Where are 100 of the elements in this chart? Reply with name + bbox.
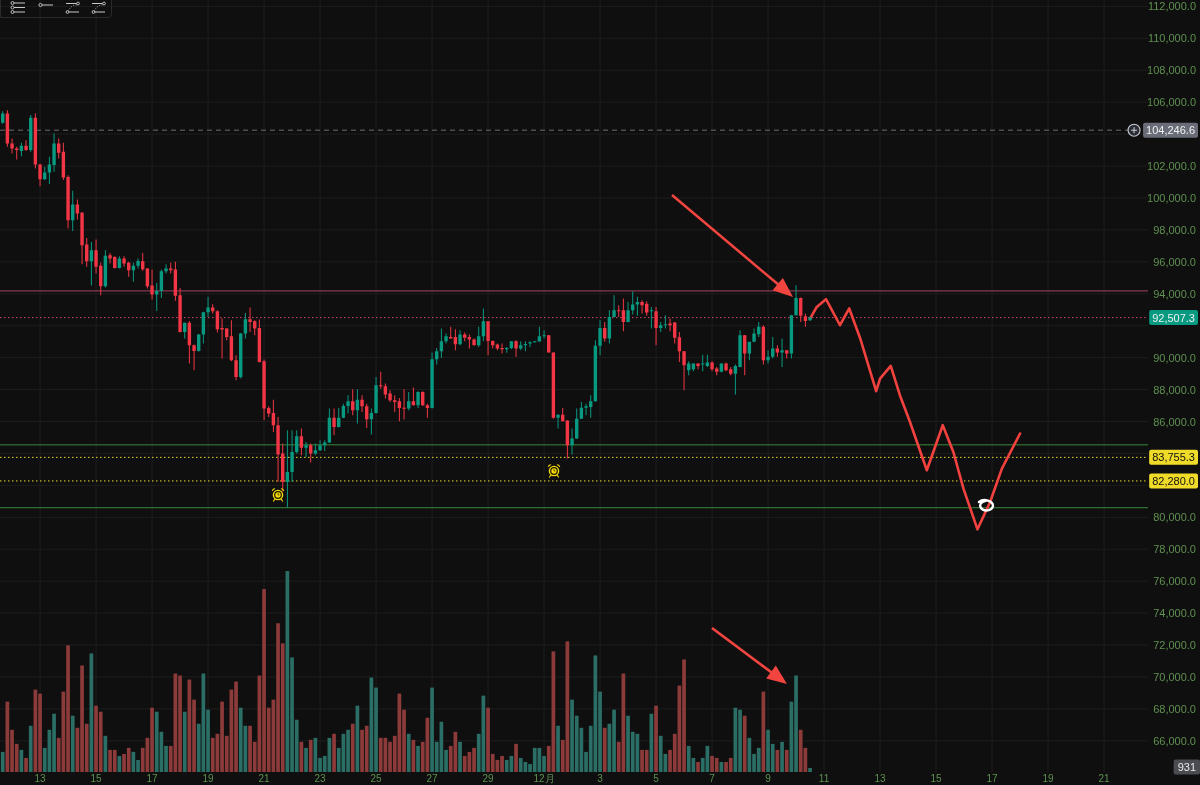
y-tick-label: 94,000.0 — [1153, 287, 1196, 300]
candlestick — [556, 414, 560, 429]
bar — [532, 747, 537, 772]
x-tick-label: 23 — [314, 773, 327, 785]
x-tick-label: 21 — [1098, 773, 1111, 785]
candlestick — [514, 340, 518, 357]
candlestick — [374, 376, 378, 414]
bar — [378, 737, 383, 772]
y-tick-label: 70,000.0 — [1153, 671, 1196, 683]
candlestick — [80, 212, 84, 265]
x-tick-label: 7 — [709, 773, 716, 785]
ref-line-label: 92,507.3 — [1152, 311, 1195, 324]
x-tick-label: 13 — [34, 773, 47, 785]
candlestick — [766, 350, 770, 364]
candlestick — [682, 350, 686, 391]
bar — [364, 725, 369, 772]
bar — [0, 751, 5, 772]
bar — [350, 723, 355, 772]
bar — [304, 747, 308, 772]
bar — [556, 725, 560, 772]
x-tick-label: 19 — [202, 773, 215, 785]
y-tick-label: 106,000.0 — [1147, 96, 1196, 109]
candlestick — [248, 307, 252, 332]
bar — [52, 713, 56, 772]
bar — [500, 755, 504, 772]
bar — [462, 755, 467, 772]
ref-line-label: 83,755.3 — [1152, 451, 1195, 464]
y-tick-label: 74,000.0 — [1153, 607, 1196, 620]
y-tick-label: 72,000.0 — [1153, 639, 1196, 652]
candlestick — [598, 320, 602, 356]
x-tick-label: 17 — [146, 773, 159, 785]
candlestick — [304, 441, 308, 457]
bar — [798, 729, 803, 772]
x-tick-label: 11 — [818, 773, 830, 785]
candlestick — [136, 258, 140, 269]
bar — [612, 709, 616, 772]
bar — [458, 741, 462, 772]
y-tick-label: 68,000.0 — [1153, 702, 1196, 715]
bar — [66, 645, 70, 772]
y-tick-label: 76,000.0 — [1153, 575, 1196, 588]
candlestick — [701, 354, 705, 372]
candlestick — [346, 395, 350, 414]
candlestick — [155, 282, 159, 311]
bar — [728, 757, 733, 772]
y-tick-label: 78,000.0 — [1153, 543, 1196, 556]
bar — [654, 705, 658, 772]
y-tick-label: 96,000.0 — [1153, 255, 1196, 268]
candlestick — [663, 315, 668, 329]
candlestick — [192, 344, 196, 371]
y-tick-label: 80,000.0 — [1153, 511, 1196, 524]
bar — [784, 749, 789, 772]
candlestick — [318, 440, 322, 451]
candlestick — [360, 395, 364, 412]
x-tick-label: 12月 — [533, 773, 555, 785]
candlestick — [570, 428, 574, 455]
bar — [238, 707, 243, 772]
bar — [794, 675, 798, 772]
bar — [182, 711, 187, 772]
candlestick — [528, 341, 532, 347]
y-tick-label: 108,000.0 — [1147, 64, 1196, 77]
bar — [514, 743, 518, 772]
bar — [70, 715, 75, 772]
bar — [658, 735, 663, 772]
x-tick-label: 17 — [986, 773, 999, 785]
bar — [308, 739, 313, 772]
bar — [38, 693, 42, 772]
bar — [518, 757, 523, 772]
bar — [696, 761, 700, 772]
text: 931 — [1177, 761, 1196, 773]
ref-line-label: 104,246.6 — [1146, 124, 1195, 137]
y-tick-label: 112,000.0 — [1147, 0, 1196, 13]
bar — [332, 733, 336, 772]
bar — [602, 727, 607, 772]
x-tick-label: 25 — [370, 773, 383, 785]
bar — [644, 749, 649, 772]
candlestick — [654, 306, 658, 346]
candlestick — [486, 320, 490, 356]
candlestick — [290, 430, 294, 483]
x-tick-label: 13 — [874, 773, 887, 785]
candlestick — [24, 140, 28, 151]
candlestick — [500, 343, 504, 354]
candlestick — [402, 389, 406, 420]
bar — [472, 747, 476, 772]
bar — [686, 745, 691, 772]
candlestick — [393, 395, 397, 412]
y-tick-label: 66,000.0 — [1153, 734, 1196, 747]
candlestick — [234, 355, 238, 381]
candlestick — [640, 300, 644, 314]
x-tick-label: 9 — [765, 773, 772, 785]
candlestick — [38, 163, 42, 187]
candlestick — [15, 146, 19, 160]
candlestick — [332, 408, 336, 436]
bar — [234, 681, 238, 772]
y-tick-label: 100,000.0 — [1147, 191, 1196, 204]
candlestick — [617, 305, 621, 317]
bar — [738, 709, 742, 772]
candlestick — [626, 301, 630, 323]
bar — [28, 725, 33, 772]
x-tick-label: 15 — [90, 773, 103, 785]
x-tick-label: 29 — [482, 773, 495, 785]
